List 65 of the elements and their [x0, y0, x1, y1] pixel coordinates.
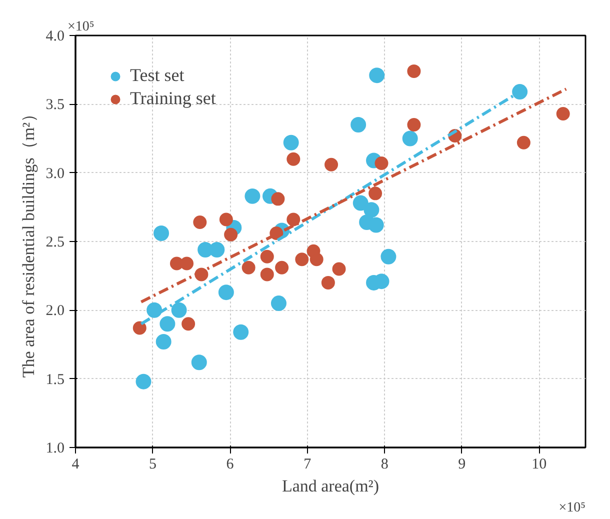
y-tick-label: 1.0: [46, 440, 64, 456]
point: [132, 321, 146, 335]
point: [156, 334, 172, 350]
point: [260, 268, 274, 282]
point: [193, 216, 207, 230]
point: [244, 188, 260, 204]
point: [154, 226, 170, 241]
x-tick-label: 10: [532, 456, 547, 472]
point: [136, 374, 152, 390]
point: [275, 260, 289, 274]
x-axis-title: Land area(m²): [282, 476, 380, 496]
point: [556, 107, 570, 121]
point: [219, 212, 233, 226]
point: [368, 186, 382, 200]
point: [332, 262, 346, 276]
point: [350, 117, 366, 133]
point: [160, 316, 176, 332]
point: [224, 228, 238, 242]
point: [218, 284, 234, 300]
y-tick-label: 1.5: [46, 372, 64, 388]
point: [407, 118, 421, 132]
legend-label: Test set: [130, 65, 184, 86]
point: [516, 136, 530, 150]
point: [380, 248, 396, 264]
legend-label: Training set: [130, 88, 216, 109]
x-tick-label: 5: [149, 456, 157, 472]
y-tick-label: 4.0: [46, 28, 64, 44]
point: [352, 195, 368, 211]
point: [321, 276, 335, 290]
y-tick-label: 2.0: [46, 303, 64, 320]
x-tick-label: 9: [458, 456, 466, 472]
x-tick-label: 8: [380, 456, 388, 472]
point: [233, 324, 249, 340]
point: [182, 317, 196, 331]
point: [402, 130, 418, 146]
y-axis-title: The area of residential buildings（m²）: [18, 105, 38, 378]
point: [374, 156, 388, 170]
point: [283, 134, 299, 150]
point: [512, 84, 528, 100]
y-tick-label: 2.5: [46, 234, 64, 250]
point: [146, 302, 162, 318]
point: [191, 354, 207, 370]
point: [286, 212, 300, 226]
point: [286, 152, 300, 166]
x-tick-label: 4: [72, 456, 80, 472]
point: [369, 68, 385, 84]
point: [209, 242, 225, 258]
point: [242, 260, 256, 274]
point: [180, 256, 194, 270]
point: [407, 64, 421, 78]
x-tick-label: 7: [304, 456, 312, 472]
point: [171, 302, 187, 318]
y-tick-label: 3.5: [46, 97, 64, 114]
y-tick-label: 3.0: [46, 166, 64, 182]
text: ×10⁵: [558, 500, 586, 516]
x-tick-label: 6: [226, 456, 234, 472]
point: [310, 252, 324, 266]
point: [368, 217, 384, 233]
point: [324, 158, 338, 172]
point: [260, 250, 274, 264]
point: [270, 296, 286, 312]
point: [271, 192, 285, 206]
text: ×10⁵: [68, 20, 94, 34]
point: [364, 202, 380, 218]
point: [295, 252, 309, 266]
